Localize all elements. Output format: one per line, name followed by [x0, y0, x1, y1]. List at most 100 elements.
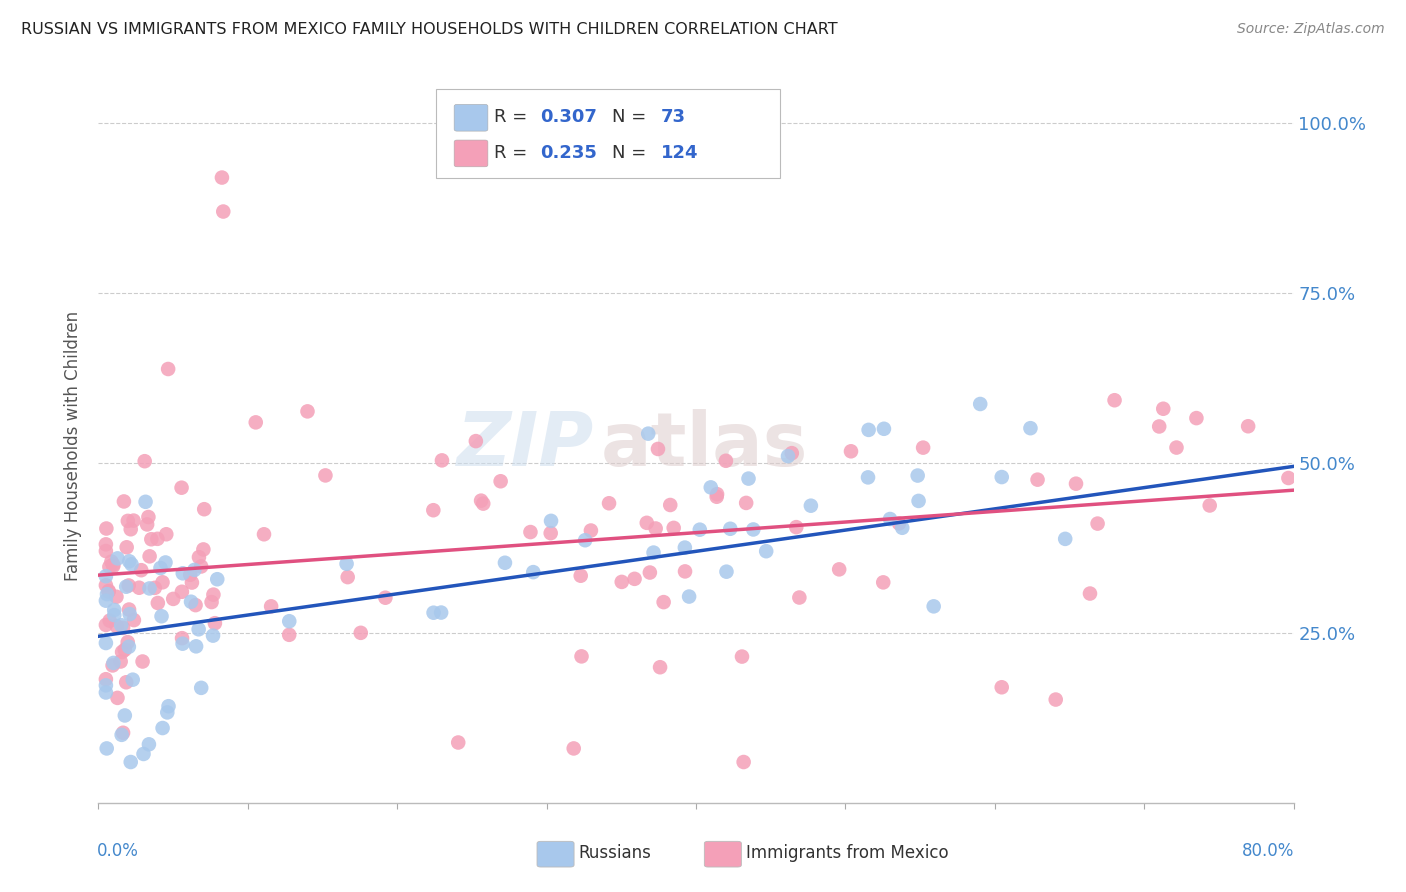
Point: [97, 584, 120, 599]
Point: [94, 593, 117, 607]
Point: [149, 561, 172, 575]
Point: [212, 204, 235, 219]
Point: [103, 558, 125, 572]
Point: [103, 656, 125, 670]
Point: [146, 532, 169, 546]
Point: [155, 556, 177, 570]
Point: [571, 649, 593, 664]
Text: 0.307: 0.307: [540, 108, 596, 126]
Point: [278, 614, 301, 628]
Point: [706, 490, 728, 504]
Point: [112, 725, 135, 739]
Point: [118, 640, 141, 654]
Point: [540, 526, 562, 541]
Point: [922, 599, 945, 614]
Point: [122, 514, 145, 528]
Point: [873, 422, 896, 436]
Point: [122, 613, 145, 627]
Text: N =: N =: [612, 108, 651, 126]
Point: [912, 441, 935, 455]
Point: [828, 562, 851, 576]
Point: [662, 521, 685, 535]
Point: [188, 550, 211, 565]
Point: [472, 497, 495, 511]
Point: [115, 675, 138, 690]
Point: [172, 566, 194, 581]
Point: [464, 434, 486, 449]
Point: [887, 516, 910, 531]
Point: [101, 658, 124, 673]
Point: [470, 493, 492, 508]
Point: [1078, 586, 1101, 600]
Point: [659, 498, 682, 512]
Text: 80.0%: 80.0%: [1243, 842, 1295, 860]
Text: R =: R =: [494, 144, 533, 161]
Point: [180, 575, 202, 590]
Text: 73: 73: [661, 108, 686, 126]
Point: [336, 557, 359, 571]
Point: [118, 578, 141, 592]
Point: [1054, 532, 1077, 546]
Point: [336, 570, 359, 584]
Point: [610, 574, 633, 589]
Point: [211, 170, 233, 185]
Point: [111, 645, 134, 659]
Point: [652, 595, 675, 609]
Point: [1026, 473, 1049, 487]
Y-axis label: Family Households with Children: Family Households with Children: [65, 311, 83, 581]
Point: [170, 481, 193, 495]
Point: [689, 523, 711, 537]
Point: [202, 629, 225, 643]
Text: R =: R =: [494, 108, 533, 126]
Point: [103, 559, 125, 574]
Point: [207, 572, 229, 586]
Point: [733, 755, 755, 769]
Point: [1087, 516, 1109, 531]
FancyBboxPatch shape: [704, 841, 741, 867]
Point: [94, 678, 117, 692]
Point: [155, 527, 177, 541]
Point: [489, 475, 512, 489]
Point: [129, 563, 152, 577]
Point: [879, 512, 901, 526]
Point: [143, 581, 166, 595]
Point: [562, 741, 585, 756]
Point: [422, 503, 444, 517]
Point: [637, 426, 659, 441]
Point: [105, 619, 128, 633]
Point: [430, 606, 453, 620]
Point: [598, 496, 620, 510]
Point: [990, 470, 1012, 484]
Point: [1237, 419, 1260, 434]
Point: [141, 533, 163, 547]
Point: [647, 442, 669, 456]
Point: [136, 517, 159, 532]
Point: [638, 566, 661, 580]
Point: [673, 565, 696, 579]
Point: [120, 522, 142, 536]
Point: [107, 690, 129, 705]
Point: [112, 621, 135, 635]
Point: [115, 580, 138, 594]
Point: [891, 521, 914, 535]
Point: [731, 649, 754, 664]
Point: [907, 468, 929, 483]
Point: [735, 496, 758, 510]
Point: [1166, 441, 1188, 455]
Point: [374, 591, 396, 605]
Text: 124: 124: [661, 144, 699, 161]
Point: [1185, 411, 1208, 425]
Point: [644, 521, 666, 535]
Text: Russians: Russians: [579, 845, 652, 863]
FancyBboxPatch shape: [537, 841, 574, 867]
Point: [494, 556, 516, 570]
Point: [118, 554, 141, 568]
Point: [350, 625, 373, 640]
Point: [990, 680, 1012, 694]
Point: [643, 545, 665, 559]
Point: [907, 494, 929, 508]
Point: [150, 609, 173, 624]
Point: [430, 453, 453, 467]
Point: [128, 581, 150, 595]
Point: [114, 642, 136, 657]
